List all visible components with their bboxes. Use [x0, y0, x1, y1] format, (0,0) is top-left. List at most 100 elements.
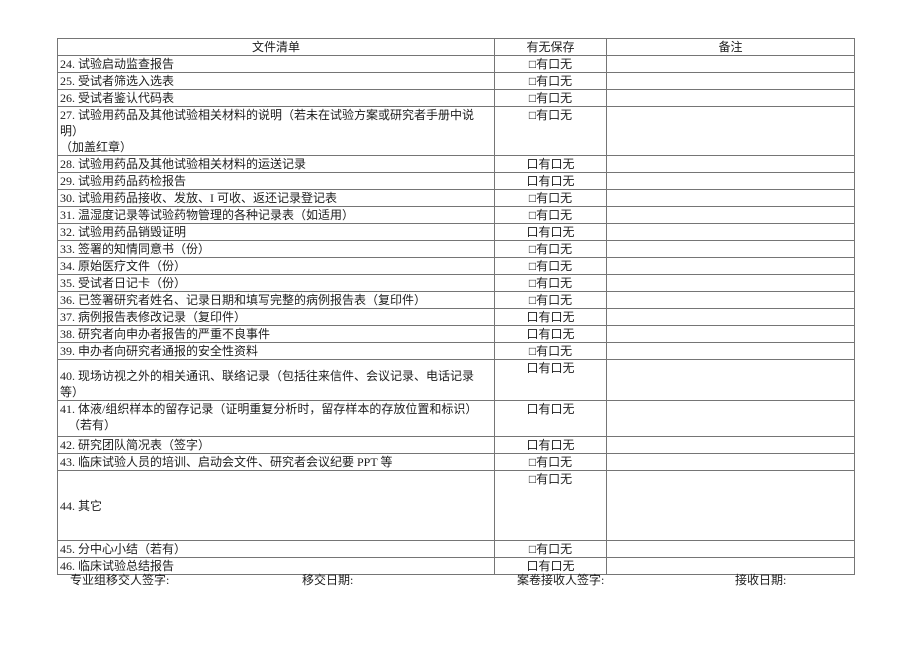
remark-cell[interactable] — [606, 540, 855, 558]
file-item-cell: 40. 现场访视之外的相关通讯、联络记录（包括往来信件、会议记录、电话记录等） — [57, 359, 495, 401]
file-item-text: 44. 其它 — [60, 498, 103, 513]
header-saved: 有无保存 — [494, 38, 607, 56]
file-item-text: 28. 试验用药品及其他试验相关材料的运送记录 — [60, 157, 307, 171]
file-item-text: 27. 试验用药品及其他试验相关材料的说明（若未在试验方案或研究者手册中说明） — [60, 108, 475, 138]
save-options-checkboxes[interactable]: 口有口无 — [494, 359, 607, 401]
file-item-text: 46. 临床试验总结报告 — [60, 559, 175, 573]
file-item-text: 39. 申办者向研究者通报的安全性资料 — [60, 344, 259, 358]
save-options-checkboxes[interactable]: 口有口无 — [494, 436, 607, 454]
remark-cell[interactable] — [606, 55, 855, 73]
table-row: 32. 试验用药品销毁证明 口有口无 — [57, 223, 855, 241]
save-options-checkboxes[interactable]: □有口无 — [494, 291, 607, 309]
file-item-text: 37. 病例报告表修改记录（复印件） — [60, 310, 247, 324]
save-options-checkboxes[interactable]: □有口无 — [494, 189, 607, 207]
remark-cell[interactable] — [606, 359, 855, 401]
remark-cell[interactable] — [606, 325, 855, 343]
table-row: 30. 试验用药品接收、发放、I 可收、返还记录登记表 □有口无 — [57, 189, 855, 207]
save-options-checkboxes[interactable]: □有口无 — [494, 470, 607, 541]
save-options-checkboxes[interactable]: □有口无 — [494, 106, 607, 156]
remark-cell[interactable] — [606, 72, 855, 90]
save-options-checkboxes[interactable]: □有口无 — [494, 453, 607, 471]
table-row: 45. 分中心小结（若有） □有口无 — [57, 540, 855, 558]
file-item-cell: 31. 温湿度记录等试验药物管理的各种记录表（如适用） — [57, 206, 495, 224]
save-options-checkboxes[interactable]: □有口无 — [494, 274, 607, 292]
table-row: 40. 现场访视之外的相关通讯、联络记录（包括往来信件、会议记录、电话记录等） 口… — [57, 359, 855, 401]
remark-cell[interactable] — [606, 240, 855, 258]
save-options-checkboxes[interactable]: 口有口无 — [494, 223, 607, 241]
save-options-checkboxes[interactable]: □有口无 — [494, 257, 607, 275]
file-item-text: 34. 原始医疗文件（份） — [60, 259, 187, 273]
file-item-cell: 39. 申办者向研究者通报的安全性资料 — [57, 342, 495, 360]
remark-cell[interactable] — [606, 106, 855, 156]
file-item-text: 26. 受试者鉴认代码表 — [60, 91, 175, 105]
remark-cell[interactable] — [606, 400, 855, 437]
save-options-checkboxes[interactable]: □有口无 — [494, 55, 607, 73]
file-item-cell: 37. 病例报告表修改记录（复印件） — [57, 308, 495, 326]
save-options-checkboxes[interactable]: 口有口无 — [494, 400, 607, 437]
remark-cell[interactable] — [606, 189, 855, 207]
file-item-text-line2: （若有） — [68, 418, 117, 432]
save-options-checkboxes[interactable]: □有口无 — [494, 540, 607, 558]
table-row: 26. 受试者鉴认代码表 □有口无 — [57, 89, 855, 107]
remark-cell[interactable] — [606, 155, 855, 173]
table-row: 35. 受试者日记卡（份） □有口无 — [57, 274, 855, 292]
file-item-text: 43. 临床试验人员的培训、启动会文件、研究者会议纪要 PPT 等 — [60, 455, 393, 469]
remark-cell[interactable] — [606, 557, 855, 575]
file-item-text: 24. 试验启动监查报告 — [60, 57, 175, 71]
file-item-text: 31. 温湿度记录等试验药物管理的各种记录表（如适用） — [60, 208, 355, 222]
file-item-cell: 38. 研究者向申办者报告的严重不良事件 — [57, 325, 495, 343]
remark-cell[interactable] — [606, 291, 855, 309]
file-checklist-table: 文件清单 有无保存 备注 24. 试验启动监查报告 □有口无 25. 受试者筛选入选… — [57, 38, 855, 575]
table-row: 43. 临床试验人员的培训、启动会文件、研究者会议纪要 PPT 等 □有口无 — [57, 453, 855, 471]
save-options-checkboxes[interactable]: 口有口无 — [494, 155, 607, 173]
remark-cell[interactable] — [606, 342, 855, 360]
file-item-cell: 25. 受试者筛选入选表 — [57, 72, 495, 90]
table-row: 38. 研究者向申办者报告的严重不良事件 口有口无 — [57, 325, 855, 343]
file-item-text: 29. 试验用药品药检报告 — [60, 174, 187, 188]
file-item-text: 25. 受试者筛选入选表 — [60, 74, 175, 88]
file-table-body: 24. 试验启动监查报告 □有口无 25. 受试者筛选入选表 □有口无 26. 受试者鉴… — [57, 55, 855, 575]
file-item-cell: 41. 体液/组织样本的留存记录（证明重复分析时，留存样本的存放位置和标识） （若… — [57, 400, 495, 437]
table-row: 39. 申办者向研究者通报的安全性资料 □有口无 — [57, 342, 855, 360]
save-options-checkboxes[interactable]: □有口无 — [494, 89, 607, 107]
save-options-checkboxes[interactable]: □有口无 — [494, 72, 607, 90]
remark-cell[interactable] — [606, 206, 855, 224]
remark-cell[interactable] — [606, 308, 855, 326]
table-row: 27. 试验用药品及其他试验相关材料的说明（若未在试验方案或研究者手册中说明） （… — [57, 106, 855, 156]
table-row: 24. 试验启动监查报告 □有口无 — [57, 55, 855, 73]
table-row: 34. 原始医疗文件（份） □有口无 — [57, 257, 855, 275]
remark-cell[interactable] — [606, 172, 855, 190]
remark-cell[interactable] — [606, 89, 855, 107]
table-row: 41. 体液/组织样本的留存记录（证明重复分析时，留存样本的存放位置和标识） （若… — [57, 400, 855, 437]
file-item-cell: 36. 已签署研究者姓名、记录日期和填写完整的病例报告表（复印件） — [57, 291, 495, 309]
file-item-text: 45. 分中心小结（若有） — [60, 542, 187, 556]
file-item-cell: 46. 临床试验总结报告 — [57, 557, 495, 575]
save-options-checkboxes[interactable]: □有口无 — [494, 206, 607, 224]
table-row: 37. 病例报告表修改记录（复印件） 口有口无 — [57, 308, 855, 326]
remark-cell[interactable] — [606, 274, 855, 292]
file-item-cell: 45. 分中心小结（若有） — [57, 540, 495, 558]
file-item-text: 38. 研究者向申办者报告的严重不良事件 — [60, 327, 271, 341]
save-options-checkboxes[interactable]: 口有口无 — [494, 308, 607, 326]
remark-cell[interactable] — [606, 470, 855, 541]
signature-footer: 专业组移交人签字: 移交日期: 案卷接收人签字: 接收日期: — [0, 572, 920, 589]
file-item-cell: 27. 试验用药品及其他试验相关材料的说明（若未在试验方案或研究者手册中说明） （… — [57, 106, 495, 156]
file-item-cell: 24. 试验启动监查报告 — [57, 55, 495, 73]
remark-cell[interactable] — [606, 223, 855, 241]
file-item-cell: 33. 签署的知情同意书（份） — [57, 240, 495, 258]
file-item-text: 30. 试验用药品接收、发放、I 可收、返还记录登记表 — [60, 191, 337, 205]
table-row: 28. 试验用药品及其他试验相关材料的运送记录 口有口无 — [57, 155, 855, 173]
table-row: 44. 其它 □有口无 — [57, 470, 855, 541]
remark-cell[interactable] — [606, 436, 855, 454]
save-options-checkboxes[interactable]: 口有口无 — [494, 325, 607, 343]
receive-sign-label: 案卷接收人签字: — [517, 573, 605, 587]
file-item-cell: 35. 受试者日记卡（份） — [57, 274, 495, 292]
remark-cell[interactable] — [606, 257, 855, 275]
file-item-cell: 30. 试验用药品接收、发放、I 可收、返还记录登记表 — [57, 189, 495, 207]
save-options-checkboxes[interactable]: 口有口无 — [494, 172, 607, 190]
remark-cell[interactable] — [606, 453, 855, 471]
table-row: 36. 已签署研究者姓名、记录日期和填写完整的病例报告表（复印件） □有口无 — [57, 291, 855, 309]
save-options-checkboxes[interactable]: □有口无 — [494, 240, 607, 258]
save-options-checkboxes[interactable]: □有口无 — [494, 342, 607, 360]
